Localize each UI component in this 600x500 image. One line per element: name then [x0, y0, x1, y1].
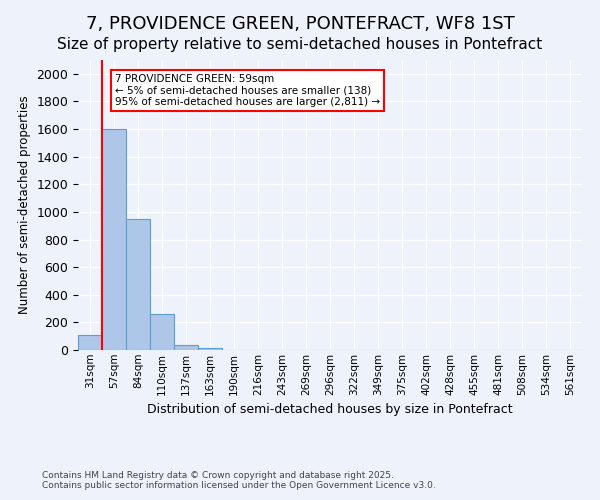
- Bar: [102, 129, 126, 350]
- Bar: [78, 335, 102, 350]
- Bar: [198, 348, 222, 350]
- X-axis label: Distribution of semi-detached houses by size in Pontefract: Distribution of semi-detached houses by …: [147, 403, 513, 416]
- Bar: [126, 219, 150, 350]
- Text: 7 PROVIDENCE GREEN: 59sqm
← 5% of semi-detached houses are smaller (138)
95% of : 7 PROVIDENCE GREEN: 59sqm ← 5% of semi-d…: [115, 74, 380, 107]
- Text: 7, PROVIDENCE GREEN, PONTEFRACT, WF8 1ST: 7, PROVIDENCE GREEN, PONTEFRACT, WF8 1ST: [86, 15, 514, 33]
- Text: Size of property relative to semi-detached houses in Pontefract: Size of property relative to semi-detach…: [58, 38, 542, 52]
- Bar: [174, 345, 198, 350]
- Bar: [150, 314, 174, 350]
- Text: Contains HM Land Registry data © Crown copyright and database right 2025.
Contai: Contains HM Land Registry data © Crown c…: [42, 470, 436, 490]
- Y-axis label: Number of semi-detached properties: Number of semi-detached properties: [18, 96, 31, 314]
